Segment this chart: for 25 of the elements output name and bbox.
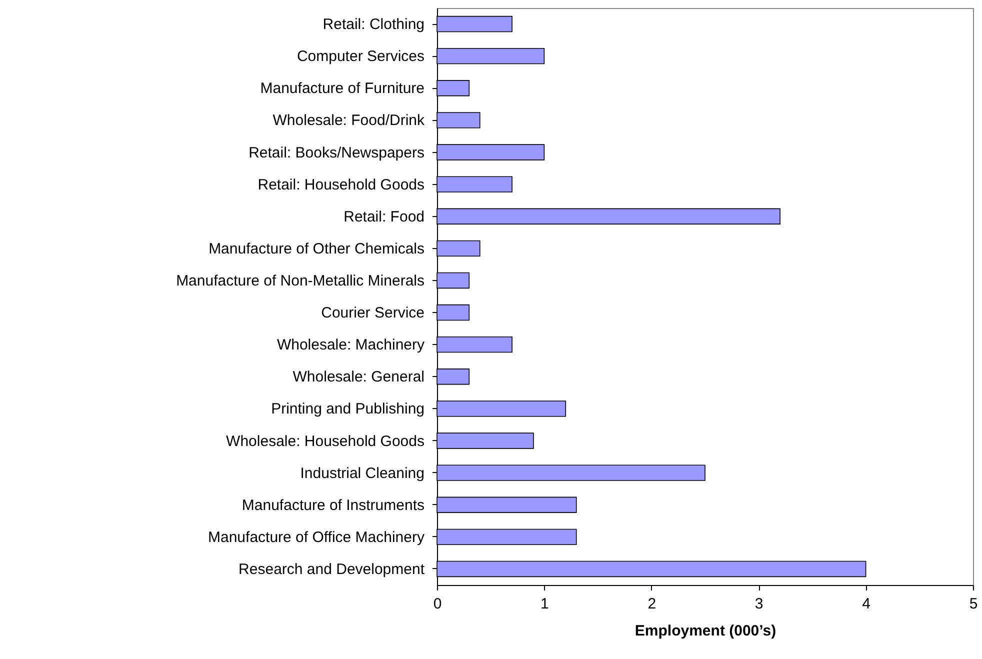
x-tick-label: 1: [540, 596, 549, 612]
x-tick-label: 4: [862, 596, 870, 612]
y-tick-label: Computer Services: [296, 48, 424, 66]
y-tick-label: Manufacture of Office Machinery: [208, 528, 425, 546]
y-tick-label: Retail: Books/Newspapers: [248, 144, 424, 162]
x-axis-title: Employment (000’s): [634, 622, 776, 640]
y-tick-label: Manufacture of Instruments: [242, 496, 424, 514]
y-tick-label: Industrial Cleaning: [300, 464, 424, 482]
y-tick-label: Wholesale: General: [292, 368, 424, 386]
y-tick-label: Manufacture of Other Chemicals: [208, 240, 424, 258]
y-tick-label: Retail: Household Goods: [258, 176, 424, 194]
y-tick-label: Manufacture of Non-Metallic Minerals: [176, 272, 424, 290]
x-tick-label: 0: [433, 596, 442, 612]
y-tick-label: Wholesale: Food/Drink: [272, 112, 425, 130]
y-tick-label: Wholesale: Household Goods: [226, 432, 424, 450]
y-tick-label: Printing and Publishing: [271, 400, 424, 418]
y-tick-label: Manufacture of Furniture: [260, 80, 424, 98]
y-tick-label: Retail: Clothing: [322, 16, 424, 34]
y-tick-label: Courier Service: [321, 304, 424, 322]
y-tick-label: Retail: Food: [344, 208, 424, 226]
y-tick-label: Wholesale: Machinery: [276, 336, 425, 354]
x-tick-label: 5: [969, 596, 978, 612]
x-tick-label: 3: [754, 596, 764, 612]
x-tick-label: 2: [648, 596, 656, 612]
y-tick-label: Research and Development: [238, 560, 426, 578]
